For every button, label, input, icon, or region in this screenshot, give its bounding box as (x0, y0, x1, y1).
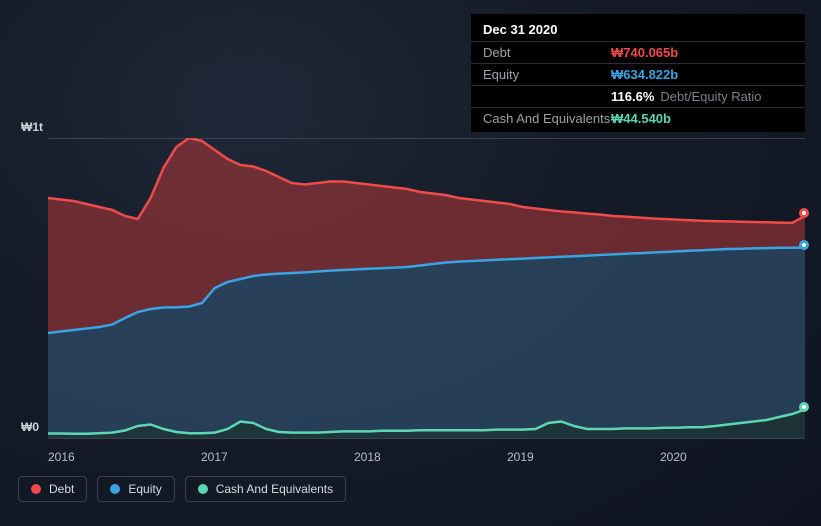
tooltip-label: Debt (483, 45, 611, 60)
x-axis-label: 2020 (660, 450, 687, 464)
legend-item-debt[interactable]: Debt (18, 476, 87, 502)
legend-label: Equity (128, 482, 161, 496)
tooltip-row-ratio: 116.6% Debt/Equity Ratio (471, 85, 805, 107)
chart-svg (48, 138, 805, 438)
tooltip-value: 116.6% (611, 89, 654, 104)
legend-label: Cash And Equivalents (216, 482, 333, 496)
tooltip-row-equity: Equity ₩634.822b (471, 63, 805, 85)
x-axis-label: 2019 (507, 450, 534, 464)
tooltip-date: Dec 31 2020 (471, 17, 805, 41)
legend-dot-icon (31, 484, 41, 494)
tooltip-value: ₩740.065b (611, 45, 678, 60)
end-dot-cash (799, 402, 809, 412)
chart-tooltip: Dec 31 2020 Debt ₩740.065b Equity ₩634.8… (471, 14, 805, 132)
legend-item-equity[interactable]: Equity (97, 476, 174, 502)
tooltip-value: ₩634.822b (611, 67, 678, 82)
tooltip-sub: Debt/Equity Ratio (660, 89, 761, 104)
tooltip-label: Equity (483, 67, 611, 82)
chart-area: ₩1t ₩0 2016 2017 2018 2019 2020 Debt Equ… (18, 122, 805, 502)
gridline-bottom (48, 438, 805, 439)
x-axis-label: 2017 (201, 450, 228, 464)
legend-dot-icon (198, 484, 208, 494)
x-axis-label: 2018 (354, 450, 381, 464)
y-axis-top: ₩1t (21, 120, 43, 134)
end-dot-equity (799, 240, 809, 250)
end-dot-debt (799, 208, 809, 218)
legend-label: Debt (49, 482, 74, 496)
chart-legend: Debt Equity Cash And Equivalents (18, 476, 346, 502)
tooltip-row-debt: Debt ₩740.065b (471, 41, 805, 63)
x-axis-label: 2016 (48, 450, 75, 464)
y-axis-bottom: ₩0 (21, 420, 39, 434)
legend-dot-icon (110, 484, 120, 494)
legend-item-cash[interactable]: Cash And Equivalents (185, 476, 346, 502)
